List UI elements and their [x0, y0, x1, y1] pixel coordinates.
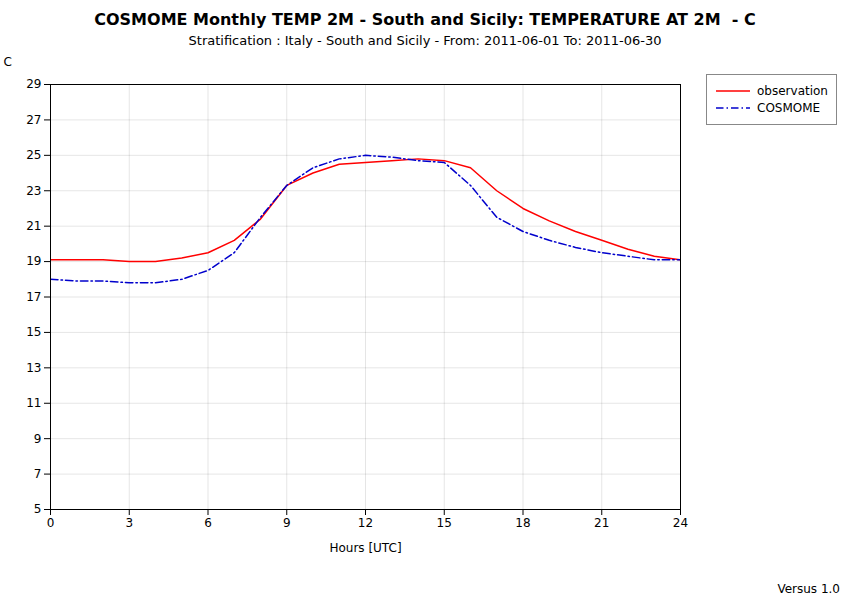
svg-text:C: C — [4, 55, 12, 69]
svg-text:29: 29 — [26, 77, 41, 91]
svg-text:21: 21 — [594, 516, 609, 530]
svg-text:6: 6 — [204, 516, 212, 530]
svg-text:0: 0 — [47, 516, 55, 530]
svg-text:18: 18 — [515, 516, 530, 530]
svg-text:5: 5 — [34, 502, 42, 516]
svg-text:25: 25 — [26, 148, 41, 162]
svg-text:23: 23 — [26, 184, 41, 198]
svg-text:17: 17 — [26, 290, 41, 304]
html-text:Versus 1.0: Versus 1.0 — [777, 582, 840, 596]
svg-text:12: 12 — [358, 516, 373, 530]
svg-text:7: 7 — [34, 467, 42, 481]
svg-text:27: 27 — [26, 113, 41, 127]
svg-text:9: 9 — [34, 432, 42, 446]
html-text:COSMOME Monthly TEMP 2M - Sout: COSMOME Monthly TEMP 2M - South and Sici… — [94, 10, 756, 29]
html-text:COSMOME: COSMOME — [757, 101, 821, 115]
svg-text:15: 15 — [26, 325, 41, 339]
svg-text:15: 15 — [437, 516, 452, 530]
svg-text:24: 24 — [673, 516, 688, 530]
svg-text:9: 9 — [283, 516, 291, 530]
svg-text:Hours [UTC]: Hours [UTC] — [329, 541, 401, 555]
svg-text:13: 13 — [26, 361, 41, 375]
html-text:Stratification : Italy - South: Stratification : Italy - South and Sicil… — [188, 33, 662, 48]
svg-text:19: 19 — [26, 254, 41, 268]
svg-text:3: 3 — [125, 516, 133, 530]
svg-text:21: 21 — [26, 219, 41, 233]
html-text:observation: observation — [757, 84, 828, 98]
svg-text:11: 11 — [26, 396, 41, 410]
